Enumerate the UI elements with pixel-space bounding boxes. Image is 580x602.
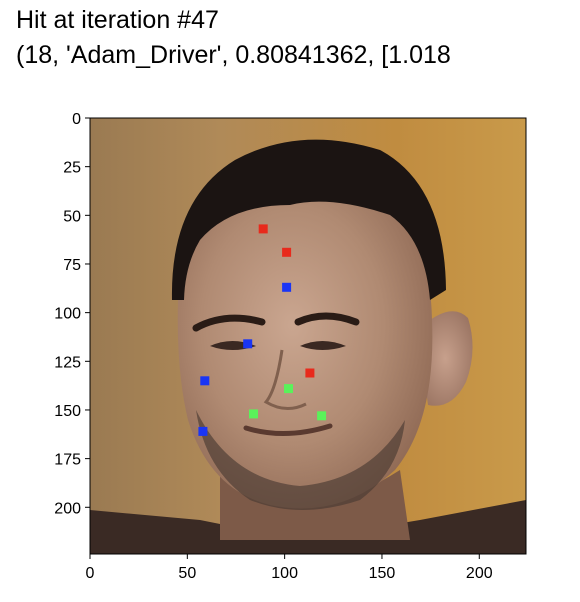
x-tick-label: 200: [466, 565, 493, 582]
landmark-points: [198, 224, 327, 436]
x-tick-label: 0: [86, 565, 95, 582]
landmark-point: [305, 368, 315, 378]
y-tick-label: 150: [54, 403, 81, 420]
axis-ticks: 0 50 100 150 200 0 25 50 75 100 125 150 175 200: [54, 111, 492, 582]
result-detail-line: (18, 'Adam_Driver', 0.80841362, [1.018: [16, 41, 451, 69]
y-tick-label: 100: [54, 306, 81, 323]
landmark-point: [282, 247, 292, 257]
x-tick-label: 50: [178, 565, 196, 582]
y-tick-label: 200: [54, 500, 81, 517]
axes-frame: [89, 117, 527, 555]
landmark-point: [243, 339, 253, 349]
landmark-point: [282, 282, 292, 292]
face-photo: [90, 118, 526, 554]
landmark-point: [258, 224, 268, 234]
landmark-point: [317, 411, 327, 421]
x-tick-label: 150: [369, 565, 396, 582]
landmark-point: [198, 426, 208, 436]
y-tick-label: 175: [54, 452, 81, 469]
y-tick-label: 50: [63, 208, 81, 225]
landmark-point: [249, 409, 258, 419]
result-title: Hit at iteration #47: [16, 6, 219, 34]
y-tick-label: 0: [72, 111, 81, 128]
landmark-point: [284, 384, 293, 394]
x-tick-label: 100: [271, 565, 298, 582]
y-tick-label: 75: [63, 257, 81, 274]
landmark-point: [200, 376, 210, 386]
y-tick-label: 25: [63, 160, 81, 177]
y-tick-label: 125: [54, 354, 81, 371]
